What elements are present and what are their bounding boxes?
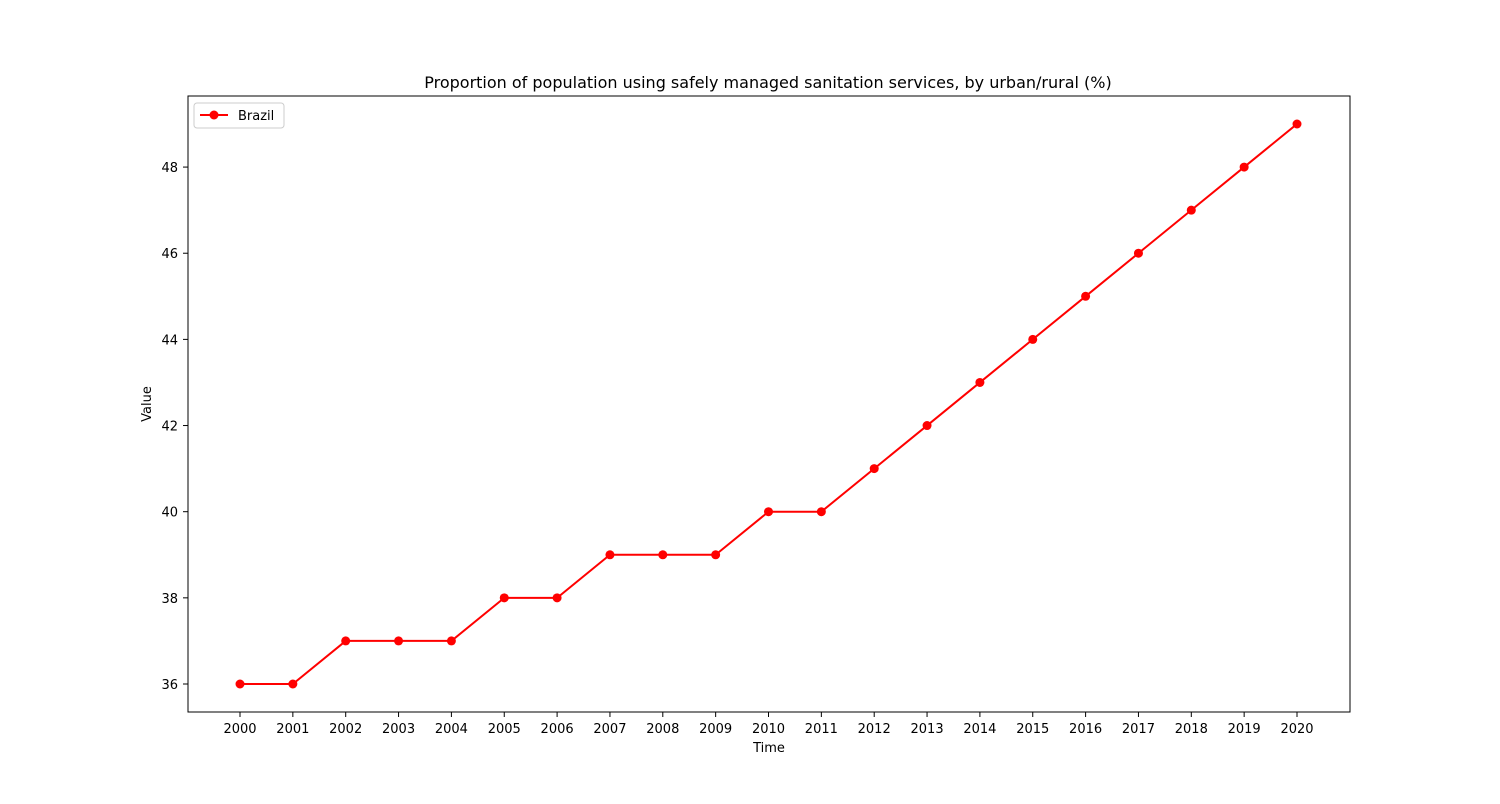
x-tick-label: 2007	[593, 722, 626, 737]
series-line-brazil	[240, 123, 1298, 685]
x-tick-label: 2016	[1069, 722, 1102, 737]
x-tick-label: 2002	[329, 722, 362, 737]
x-tick-label: 2010	[752, 722, 785, 737]
data-point-brazil-2020	[1292, 119, 1302, 129]
y-axis-label: Value	[140, 386, 155, 422]
data-point-brazil-2005	[499, 593, 509, 603]
x-tick-label: 2009	[699, 722, 732, 737]
y-axis: 36 38 40 42 44 46 48	[161, 161, 188, 693]
data-point-brazil-2002	[341, 636, 351, 646]
data-point-brazil-2003	[394, 636, 404, 646]
data-point-brazil-2013	[922, 421, 932, 431]
data-point-brazil-2017	[1133, 248, 1143, 258]
x-tick-label: 2014	[963, 722, 996, 737]
data-point-brazil-2008	[658, 550, 668, 560]
x-tick-label: 2015	[1016, 722, 1049, 737]
x-tick-label: 2003	[382, 722, 415, 737]
x-tick-label: 2001	[276, 722, 309, 737]
data-point-brazil-2007	[605, 550, 615, 560]
data-point-brazil-2018	[1186, 205, 1196, 215]
y-tick-label: 48	[161, 161, 178, 176]
x-tick-label: 2017	[1122, 722, 1155, 737]
data-point-brazil-2015	[1028, 334, 1038, 344]
data-point-brazil-2011	[816, 507, 826, 517]
data-point-brazil-2019	[1239, 162, 1249, 172]
x-tick-label: 2013	[911, 722, 944, 737]
y-tick-label: 36	[161, 678, 178, 693]
chart-title: Proportion of population using safely ma…	[424, 73, 1111, 92]
legend: Brazil	[193, 102, 285, 129]
data-point-brazil-2012	[869, 464, 879, 474]
x-tick-label: 2012	[858, 722, 891, 737]
x-tick-label: 2011	[805, 722, 838, 737]
data-point-brazil-2006	[552, 593, 562, 603]
x-tick-label: 2008	[646, 722, 679, 737]
series-layer	[235, 119, 1302, 689]
data-point-brazil-2016	[1081, 291, 1091, 301]
legend-box	[193, 102, 285, 129]
data-point-brazil-2014	[975, 377, 985, 387]
data-point-brazil-2009	[711, 550, 721, 560]
data-point-brazil-2010	[764, 507, 773, 517]
x-axis-label: Time	[752, 741, 785, 756]
x-axis: 2000 2001 2002 2003 2004 2005 2006 2007 2008 2009…	[223, 712, 1314, 737]
data-point-brazil-2001	[288, 679, 298, 689]
y-tick-label: 46	[161, 247, 178, 262]
x-tick-label: 2019	[1228, 722, 1261, 737]
x-tick-label: 2018	[1175, 722, 1208, 737]
x-tick-label: 2006	[541, 722, 574, 737]
y-tick-label: 40	[161, 506, 178, 521]
legend-marker-brazil	[209, 110, 219, 120]
x-tick-label: 2004	[435, 722, 468, 737]
x-tick-label: 2020	[1280, 722, 1313, 737]
y-tick-label: 38	[161, 592, 178, 607]
x-tick-label: 2000	[223, 722, 256, 737]
y-tick-label: 42	[161, 420, 178, 435]
data-point-brazil-2000	[235, 679, 245, 689]
legend-label-brazil: Brazil	[238, 109, 274, 124]
y-tick-label: 44	[161, 333, 178, 348]
data-point-brazil-2004	[446, 636, 456, 646]
plot-area	[187, 95, 1351, 713]
x-tick-label: 2005	[488, 722, 521, 737]
